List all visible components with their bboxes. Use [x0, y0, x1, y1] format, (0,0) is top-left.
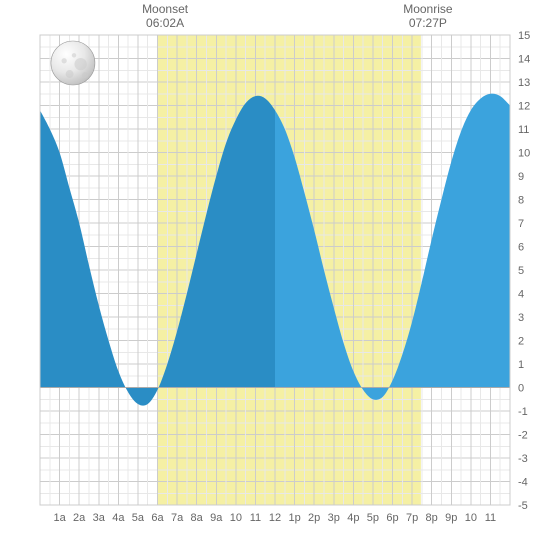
svg-text:-1: -1 — [518, 406, 528, 418]
svg-text:11: 11 — [485, 512, 496, 524]
svg-text:6p: 6p — [386, 512, 398, 524]
svg-text:15: 15 — [518, 30, 530, 42]
svg-text:5p: 5p — [367, 512, 379, 524]
svg-text:9p: 9p — [445, 512, 457, 524]
svg-text:9: 9 — [518, 171, 524, 183]
svg-text:12: 12 — [269, 512, 281, 524]
chart-svg: -5-4-3-2-101234567891011121314151a2a3a4a… — [0, 0, 550, 550]
svg-text:14: 14 — [518, 54, 530, 66]
svg-text:1a: 1a — [53, 512, 66, 524]
svg-text:-5: -5 — [518, 500, 528, 512]
svg-text:2: 2 — [518, 336, 524, 348]
moonset-time: 06:02A — [130, 16, 200, 30]
svg-text:4p: 4p — [347, 512, 359, 524]
svg-text:5: 5 — [518, 265, 524, 277]
svg-text:9a: 9a — [210, 512, 223, 524]
svg-text:6: 6 — [518, 242, 524, 254]
svg-text:-3: -3 — [518, 453, 528, 465]
svg-text:11: 11 — [518, 124, 529, 136]
svg-text:7a: 7a — [171, 512, 184, 524]
moonset-label: Moonset 06:02A — [130, 2, 200, 31]
svg-text:13: 13 — [518, 77, 530, 89]
svg-text:12: 12 — [518, 101, 530, 113]
svg-text:11: 11 — [250, 512, 261, 524]
moonrise-title: Moonrise — [393, 2, 463, 16]
svg-text:10: 10 — [465, 512, 477, 524]
svg-text:7: 7 — [518, 218, 524, 230]
svg-text:2a: 2a — [73, 512, 86, 524]
svg-text:1p: 1p — [288, 512, 300, 524]
svg-text:7p: 7p — [406, 512, 418, 524]
svg-text:3p: 3p — [328, 512, 340, 524]
svg-text:5a: 5a — [132, 512, 145, 524]
svg-text:0: 0 — [518, 383, 524, 395]
moonrise-time: 07:27P — [393, 16, 463, 30]
svg-text:-4: -4 — [518, 477, 528, 489]
svg-text:10: 10 — [518, 148, 530, 160]
svg-text:10: 10 — [230, 512, 242, 524]
svg-text:8a: 8a — [191, 512, 204, 524]
svg-text:-2: -2 — [518, 430, 528, 442]
svg-text:2p: 2p — [308, 512, 320, 524]
svg-text:3a: 3a — [93, 512, 106, 524]
svg-text:3: 3 — [518, 312, 524, 324]
svg-text:8: 8 — [518, 195, 524, 207]
svg-text:8p: 8p — [426, 512, 438, 524]
moonrise-label: Moonrise 07:27P — [393, 2, 463, 31]
svg-text:6a: 6a — [151, 512, 164, 524]
svg-text:4a: 4a — [112, 512, 125, 524]
svg-text:4: 4 — [518, 289, 524, 301]
moonset-title: Moonset — [130, 2, 200, 16]
tide-chart: -5-4-3-2-101234567891011121314151a2a3a4a… — [0, 0, 550, 550]
svg-text:1: 1 — [518, 359, 524, 371]
